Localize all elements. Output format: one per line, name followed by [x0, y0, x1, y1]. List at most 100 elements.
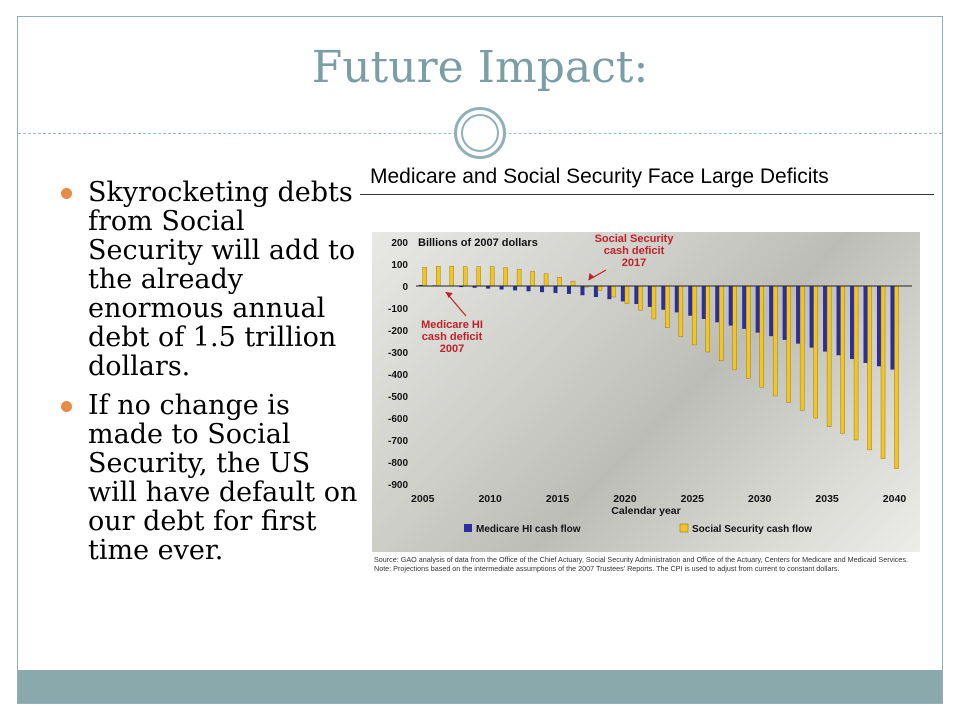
chart-title-rule	[360, 194, 934, 195]
x-tick-label: 2025	[681, 493, 705, 505]
social-security-bar	[638, 285, 643, 311]
social-security-bar	[557, 277, 562, 287]
social-security-bar	[732, 285, 737, 370]
social-security-bar	[489, 266, 495, 287]
medicare-bar	[540, 286, 545, 293]
annotation-medicare-text: 2007	[440, 343, 464, 355]
legend-label-social-security: Social Security cash flow	[692, 524, 812, 535]
x-axis-label: Calendar year	[611, 505, 680, 517]
bullet-item: Skyrocketing debts from Social Security …	[60, 178, 360, 381]
social-security-bar	[772, 285, 778, 397]
x-tick-label: 2010	[478, 493, 502, 505]
medicare-bar	[850, 286, 855, 360]
y-tick-label: 100	[391, 260, 408, 271]
x-tick-label: 2015	[546, 493, 570, 505]
bullet-item: If no change is made to Social Security,…	[60, 391, 360, 565]
medicare-bar	[742, 286, 747, 329]
medicare-bar	[647, 286, 652, 307]
social-security-bar	[867, 285, 872, 451]
x-tick-label: 2040	[883, 493, 907, 505]
deficit-chart: 200 100 0 -100 -200 -300 -400 -500 -600 -700 -800 -…	[388, 233, 912, 535]
medicare-bar	[620, 286, 625, 302]
y-tick-label: 200	[391, 238, 408, 249]
y-tick-label: -300	[388, 348, 408, 359]
bullet-text: Skyrocketing debts from Social Security …	[88, 177, 356, 382]
chart-projection-note: Note: Projections based on the intermedi…	[374, 563, 840, 573]
social-security-bar	[462, 266, 468, 287]
bullet-dot-icon	[61, 401, 72, 412]
social-security-bar	[665, 285, 670, 328]
social-security-bar	[880, 285, 886, 459]
annotation-medicare-text: cash deficit	[422, 331, 483, 343]
social-security-bar	[719, 285, 724, 362]
legend-swatch-social-security	[679, 523, 689, 533]
y-unit-label: Billions of 2007 dollars	[418, 237, 538, 249]
social-security-bar	[570, 280, 576, 287]
medicare-bar	[890, 286, 895, 370]
social-security-bar	[813, 285, 818, 419]
medicare-bar	[823, 286, 828, 352]
medicare-bar	[715, 286, 720, 323]
medicare-bar	[499, 286, 504, 290]
y-tick-label: -200	[388, 326, 408, 337]
social-security-bar	[651, 285, 657, 320]
social-security-bar	[503, 267, 508, 287]
medicare-bar	[674, 286, 679, 313]
medicare-bar	[796, 286, 801, 344]
y-tick-label: -900	[388, 480, 408, 491]
medicare-bar	[688, 286, 693, 316]
social-security-bar	[759, 285, 764, 388]
medicare-bar	[418, 284, 423, 286]
bullet-list: Skyrocketing debts from Social Security …	[60, 178, 360, 575]
y-tick-label: 0	[402, 282, 408, 293]
medicare-bar	[607, 286, 612, 300]
bullet-dot-icon	[61, 188, 72, 199]
social-security-bar	[422, 267, 427, 287]
medicare-bar	[580, 286, 585, 296]
medicare-bar	[459, 286, 464, 288]
chart-notes: Source: GAO analysis of data from the Of…	[374, 555, 918, 573]
chart-source-note: Source: GAO analysis of data from the Of…	[374, 555, 908, 564]
slide-title: Future Impact:	[311, 42, 649, 93]
medicare-bar	[863, 286, 868, 363]
social-security-bar	[516, 269, 522, 287]
circle-ornament-icon	[454, 107, 506, 159]
medicare-bar	[782, 286, 787, 340]
bullet-text: If no change is made to Social Security,…	[88, 390, 358, 566]
social-security-bar	[678, 285, 684, 337]
slide-frame	[17, 16, 943, 704]
x-tick-label: 2035	[815, 493, 839, 505]
social-security-bar	[786, 285, 791, 403]
medicare-bar	[486, 286, 491, 289]
footer-bar	[18, 670, 942, 703]
medicare-bar	[701, 286, 706, 319]
social-security-bar	[840, 285, 845, 434]
medicare-bar	[728, 286, 733, 326]
annotation-social-security-text: Social Security	[595, 233, 675, 245]
legend-label-medicare: Medicare HI cash flow	[476, 524, 581, 535]
medicare-bar	[526, 286, 531, 292]
medicare-bar	[661, 286, 666, 310]
y-tick-label: -100	[388, 304, 408, 315]
social-security-bar	[530, 271, 535, 287]
y-tick-label: -600	[388, 414, 408, 425]
medicare-bar	[553, 286, 558, 294]
annotation-social-security-arrowhead	[588, 273, 595, 280]
social-security-bar	[746, 285, 751, 379]
legend-swatch-medicare	[464, 524, 472, 532]
x-tick-label: 2005	[411, 493, 435, 505]
social-security-bar	[597, 285, 603, 291]
chart-title: Medicare and Social Security Face Large …	[370, 165, 829, 188]
medicare-bar	[755, 286, 760, 333]
medicare-bar	[836, 286, 841, 356]
medicare-bar	[513, 286, 518, 291]
social-security-bar	[436, 266, 441, 287]
medicare-bar	[876, 286, 881, 367]
medicare-bar	[472, 286, 477, 288]
x-tick-label: 2030	[748, 493, 772, 505]
social-security-bar	[799, 285, 805, 411]
medicare-bar	[634, 286, 639, 305]
annotation-medicare-arrowhead	[445, 292, 453, 298]
medicare-bar	[566, 286, 571, 294]
y-tick-label: -500	[388, 392, 408, 403]
